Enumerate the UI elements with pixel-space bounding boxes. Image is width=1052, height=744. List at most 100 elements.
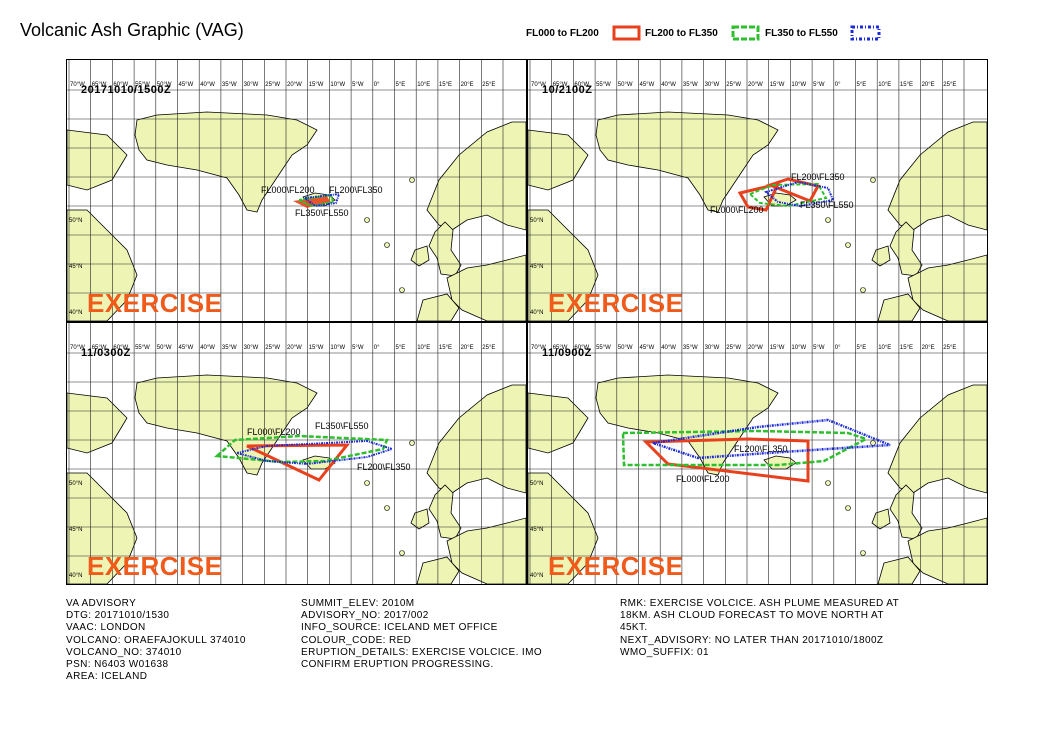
- land-greenland: [134, 111, 318, 213]
- land-island: [384, 242, 390, 248]
- map-canvas: [67, 60, 526, 321]
- land-island: [399, 550, 405, 556]
- advisory-column-2: SUMMIT_ELEV: 2010M ADVISORY_NO: 2017/002…: [301, 598, 542, 671]
- panel-dtg: 10/2100Z: [542, 84, 593, 96]
- lon-tick-label: 25°E: [943, 82, 957, 88]
- map-panel-1: 70°W 65°W 60°W 55°W 50°W 45°W 40°W 35°W 30°W 25°W…: [66, 59, 527, 322]
- map-panel-2: 70°W 65°W 60°W 55°W 50°W 45°W 40°W 35°W 30°W 25°W…: [527, 59, 988, 322]
- land-britain: [889, 221, 923, 277]
- lon-tick-label: 20°E: [460, 345, 474, 351]
- lon-tick-label: 55°W: [135, 82, 150, 88]
- lon-tick-label: 30°W: [704, 345, 720, 351]
- lon-tick-label: 70°W: [531, 82, 546, 88]
- lat-tick-label: 45°N: [69, 264, 83, 270]
- advisory-line: RMK: EXERCISE VOLCICE. ASH PLUME MEASURE…: [620, 598, 900, 609]
- lon-tick-label: 55°W: [135, 345, 150, 351]
- lon-tick-label: 0°: [834, 345, 841, 351]
- land-island: [860, 287, 866, 293]
- land-greenland: [595, 374, 779, 476]
- land-scandinavia: [426, 121, 526, 231]
- advisory-line: NEXT_ADVISORY: NO LATER THAN 20171010/18…: [620, 634, 884, 646]
- lon-tick-label: 15°E: [899, 82, 913, 88]
- lon-tick-label: 30°W: [243, 345, 259, 351]
- lon-tick-label: 60°W: [574, 82, 590, 88]
- advisory-column-1: VA ADVISORY DTG: 20171010/1530 VAAC: LON…: [66, 598, 246, 683]
- land-baffin: [67, 392, 128, 454]
- land-baffin: [67, 129, 128, 191]
- land-island: [845, 505, 851, 511]
- exercise-watermark: EXERCISE: [548, 288, 684, 318]
- lon-tick-label: 10°E: [417, 345, 431, 351]
- lon-tick-label: 5°E: [395, 345, 406, 351]
- lon-tick-label: 10°W: [791, 82, 807, 88]
- lon-tick-label: 65°W: [91, 82, 107, 88]
- land-ireland: [871, 245, 891, 267]
- legend-label-fl000-fl200: FL000 to FL200: [526, 28, 599, 39]
- lon-tick-label: 65°W: [91, 345, 107, 351]
- land-britain: [428, 221, 462, 277]
- land-island: [860, 550, 866, 556]
- lon-tick-label: 25°E: [482, 345, 496, 351]
- ash-label: FL200\FL350: [329, 185, 383, 195]
- land-island: [870, 177, 876, 183]
- lon-tick-label: 35°W: [221, 82, 237, 88]
- lat-tick-label: 40°N: [530, 573, 544, 579]
- lon-tick-label: 35°W: [221, 345, 237, 351]
- lon-tick-label: 25°E: [943, 345, 957, 351]
- land-britain: [428, 484, 462, 540]
- lat-tick-label: 50°N: [530, 218, 544, 224]
- lon-tick-label: 40°W: [200, 82, 215, 88]
- legend-label-fl350-fl550: FL350 to FL550: [765, 28, 838, 39]
- lon-tick-label: 25°E: [482, 82, 496, 88]
- lat-tick-label: 50°N: [69, 481, 83, 487]
- land-britain: [889, 484, 923, 540]
- map-panel-3: 70°W 65°W 60°W 55°W 50°W 45°W 40°W 35°W 30°W 25°W…: [66, 322, 527, 585]
- lon-tick-label: 15°E: [899, 345, 913, 351]
- lon-tick-label: 20°E: [921, 82, 935, 88]
- map-canvas: [67, 323, 526, 584]
- land-ireland: [871, 508, 891, 530]
- map-panel-4: 70°W 65°W 60°W 55°W 50°W 45°W 40°W 35°W 30°W 25°W…: [527, 322, 988, 585]
- ash-label: FL200\FL350: [791, 172, 845, 182]
- lon-tick-label: 55°W: [596, 82, 611, 88]
- advisory-line: VAAC: LONDON: [66, 622, 146, 634]
- land-island: [825, 217, 831, 223]
- lon-tick-label: 10°W: [330, 345, 346, 351]
- lon-tick-label: 45°W: [639, 345, 655, 351]
- lon-tick-label: 15°E: [438, 345, 452, 351]
- lat-tick-label: 45°N: [69, 527, 83, 533]
- advisory-line: 18KM. ASH CLOUD FORECAST TO MOVE NORTH A…: [620, 610, 884, 622]
- land-europe: [446, 254, 526, 321]
- advisory-line: INFO_SOURCE: ICELAND MET OFFICE: [301, 622, 498, 634]
- advisory-line: CONFIRM ERUPTION PROGRESSING.: [301, 659, 494, 671]
- land-europe: [907, 517, 987, 584]
- exercise-watermark: EXERCISE: [87, 551, 223, 581]
- land-island: [409, 177, 415, 183]
- land-greenland: [134, 374, 318, 476]
- land-island: [364, 480, 370, 486]
- lon-tick-label: 20°W: [287, 82, 302, 88]
- lon-tick-label: 0°: [834, 82, 841, 88]
- lat-tick-label: 45°N: [530, 527, 544, 533]
- lon-tick-label: 5°E: [395, 82, 406, 88]
- advisory-line: VA ADVISORY: [66, 598, 137, 609]
- ash-label: FL000\FL200: [710, 205, 764, 215]
- land-baffin: [528, 392, 589, 454]
- lon-tick-label: 45°W: [178, 345, 194, 351]
- land-ireland: [410, 245, 430, 267]
- page-title: Volcanic Ash Graphic (VAG): [20, 20, 244, 40]
- lon-tick-label: 35°W: [682, 82, 698, 88]
- lon-tick-label: 5°E: [856, 82, 867, 88]
- lon-tick-label: 15°W: [308, 82, 324, 88]
- exercise-watermark: EXERCISE: [548, 551, 684, 581]
- advisory-column-3: RMK: EXERCISE VOLCICE. ASH PLUME MEASURE…: [620, 598, 899, 659]
- panel-dtg: 11/0300Z: [81, 347, 131, 359]
- lon-tick-label: 25°W: [265, 82, 281, 88]
- land-island: [825, 480, 831, 486]
- ash-label: FL000\FL200: [261, 185, 315, 195]
- ash-label: FL350\FL550: [295, 208, 349, 218]
- advisory-line: SUMMIT_ELEV: 2010M: [301, 598, 415, 609]
- advisory-line: COLOUR_CODE: RED: [301, 634, 412, 646]
- lon-tick-label: 45°W: [639, 82, 655, 88]
- lon-tick-label: 5°W: [352, 345, 364, 351]
